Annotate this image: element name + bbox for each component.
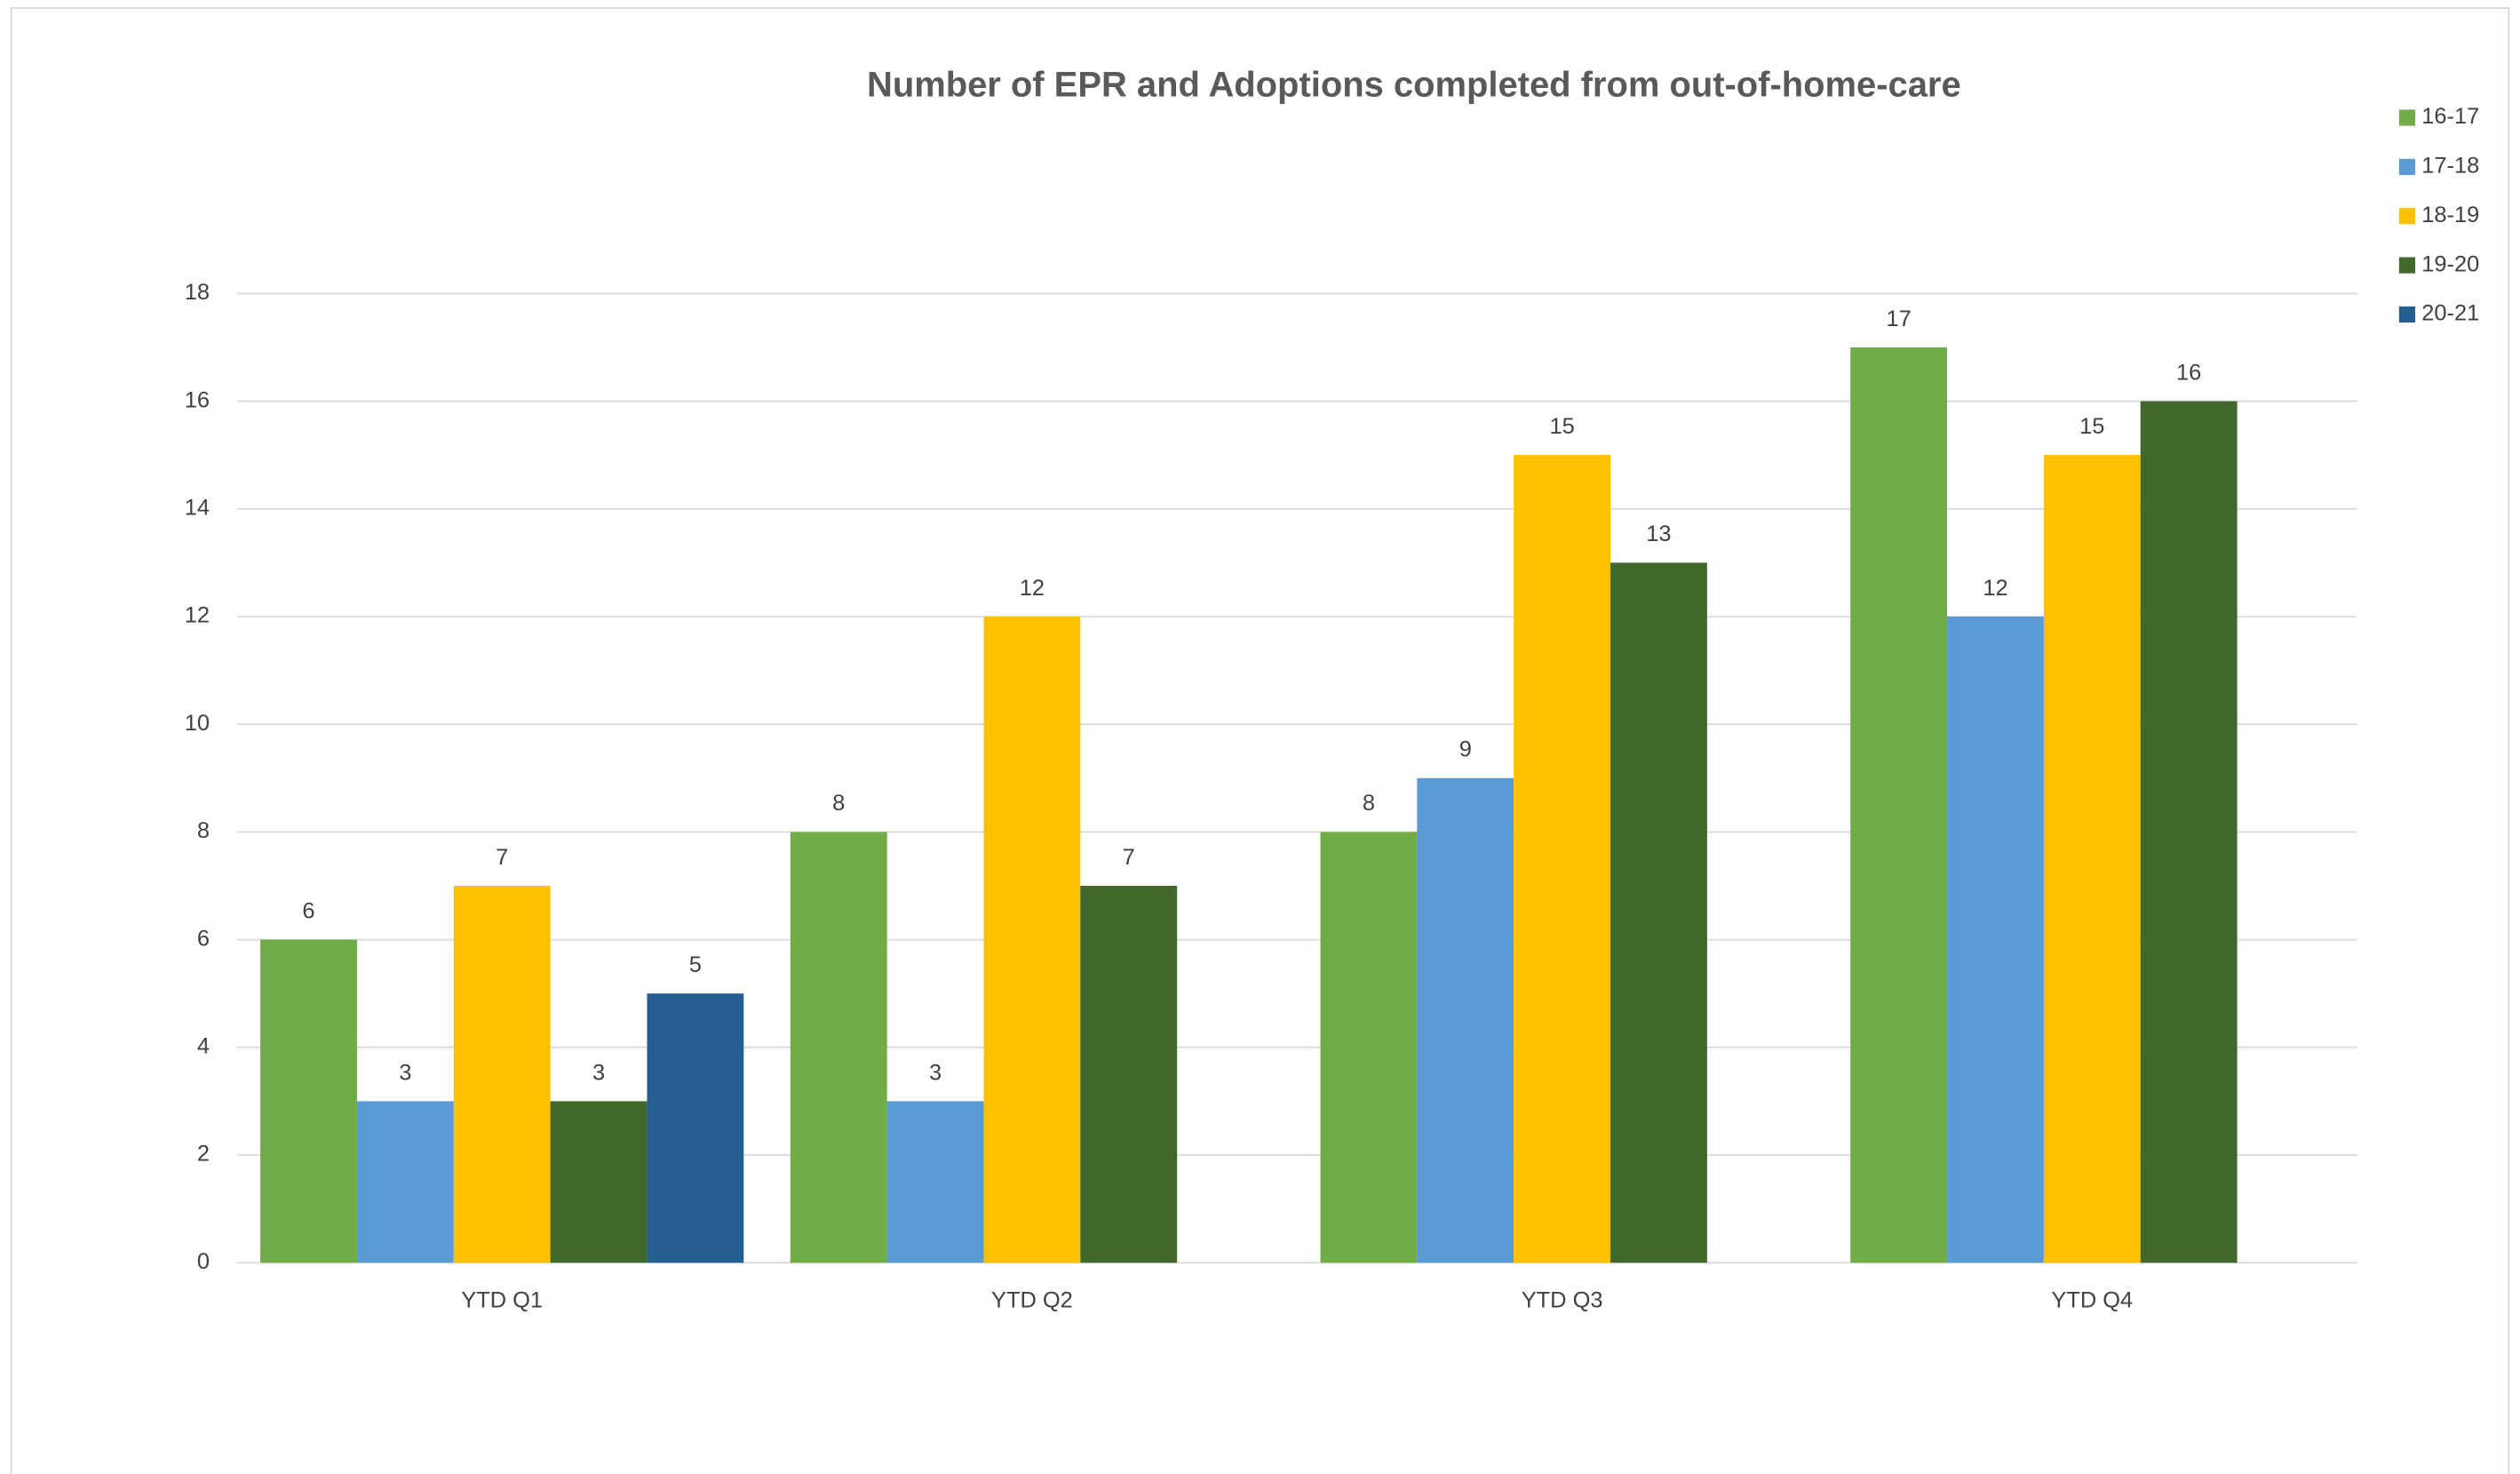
x-tick-label: YTD Q1	[461, 1288, 543, 1313]
legend-label: 16-17	[2421, 104, 2479, 129]
bar	[1320, 832, 1418, 1263]
data-label: 7	[1123, 845, 1135, 870]
data-label: 9	[1459, 737, 1472, 762]
bar	[1850, 347, 1948, 1263]
y-tick-label: 8	[197, 818, 210, 843]
data-label: 6	[302, 898, 314, 923]
bar	[260, 939, 357, 1263]
bar	[2043, 455, 2141, 1263]
y-tick-label: 16	[185, 387, 210, 412]
data-label: 13	[1646, 522, 1671, 546]
legend-label: 19-20	[2421, 251, 2479, 276]
legend-swatch	[2398, 158, 2416, 175]
data-label: 5	[689, 952, 702, 977]
bar	[356, 1101, 454, 1263]
data-label: 7	[496, 845, 508, 870]
bar	[1080, 885, 1178, 1263]
bar	[983, 616, 1081, 1263]
y-tick-label: 12	[185, 603, 210, 628]
bar	[550, 1101, 648, 1263]
bar	[790, 832, 887, 1263]
x-tick-label: YTD Q2	[991, 1288, 1073, 1313]
y-tick-label: 6	[197, 926, 210, 951]
y-tick-label: 2	[197, 1142, 210, 1167]
data-label: 12	[1983, 576, 2007, 601]
data-label: 3	[399, 1060, 411, 1085]
data-label: 8	[1363, 791, 1375, 816]
bar	[886, 1101, 984, 1263]
legend-swatch	[2398, 109, 2416, 126]
legend-swatch	[2398, 257, 2416, 274]
data-label: 15	[2079, 414, 2104, 439]
legend-label: 20-21	[2421, 301, 2479, 326]
bar	[1947, 616, 2044, 1263]
data-label: 17	[1887, 307, 1912, 331]
bar	[647, 993, 744, 1263]
legend-swatch	[2398, 208, 2416, 225]
chart-title: Number of EPR and Adoptions completed fr…	[867, 66, 1961, 105]
data-label: 3	[592, 1060, 605, 1085]
legend-label: 18-19	[2421, 203, 2479, 227]
bar	[453, 885, 551, 1263]
y-tick-label: 0	[197, 1249, 210, 1274]
data-label: 8	[832, 791, 845, 816]
x-tick-label: YTD Q3	[1522, 1288, 1603, 1313]
bar	[1610, 562, 1707, 1263]
y-tick-label: 14	[185, 495, 210, 520]
bar	[1514, 455, 1611, 1263]
x-tick-label: YTD Q4	[2051, 1288, 2133, 1313]
bar	[2140, 401, 2238, 1263]
data-label: 16	[2176, 360, 2201, 385]
legend-label: 17-18	[2421, 154, 2479, 179]
y-tick-label: 18	[185, 280, 210, 305]
y-tick-label: 4	[197, 1034, 210, 1059]
bar	[1417, 777, 1514, 1263]
data-label: 3	[929, 1060, 942, 1085]
legend-swatch	[2398, 306, 2416, 323]
y-tick-label: 10	[185, 711, 210, 736]
data-label: 15	[1549, 414, 1574, 439]
data-label: 12	[1020, 576, 1045, 601]
